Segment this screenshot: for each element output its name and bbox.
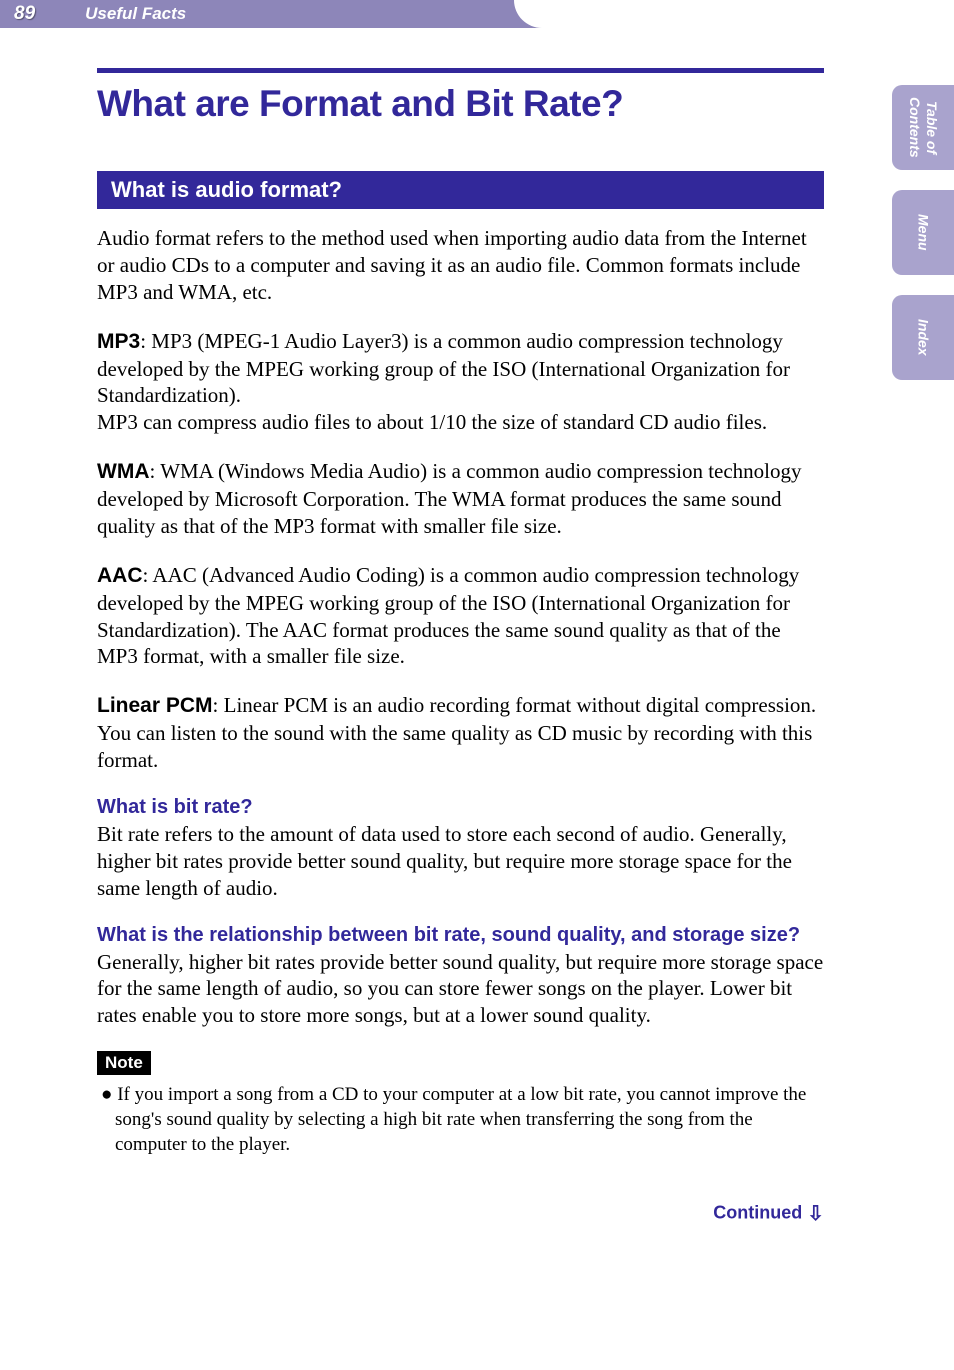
continued-indicator: Continued ⇩ [97, 1201, 824, 1226]
intro-paragraph: Audio format refers to the method used w… [97, 225, 824, 306]
tab-menu[interactable]: Menu [892, 190, 954, 275]
bitrate-heading: What is bit rate? [97, 796, 824, 819]
format-mp3: MP3: MP3 (MPEG-1 Audio Layer3) is a comm… [97, 328, 824, 437]
relationship-text: Generally, higher bit rates provide bett… [97, 949, 824, 1030]
title-rule [97, 68, 824, 73]
note-label: Note [97, 1051, 151, 1075]
header-section-title: Useful Facts [85, 4, 186, 24]
side-tabs: Table of Contents Menu Index [892, 85, 954, 380]
aac-label: AAC [97, 564, 143, 587]
wma-text: : WMA (Windows Media Audio) is a common … [97, 459, 802, 538]
bitrate-text: Bit rate refers to the amount of data us… [97, 821, 824, 902]
page-header: 89 Useful Facts [0, 0, 954, 28]
section-heading-bar: What is audio format? [97, 171, 824, 209]
tab-table-of-contents[interactable]: Table of Contents [892, 85, 954, 170]
note-body: If you import a song from a CD to your c… [115, 1084, 806, 1154]
note-text: ● If you import a song from a CD to your… [97, 1083, 824, 1157]
mp3-label: MP3 [97, 330, 140, 353]
tab-index[interactable]: Index [892, 295, 954, 380]
down-arrow-icon: ⇩ [807, 1201, 824, 1226]
page-number: 89 [0, 3, 35, 25]
relationship-heading: What is the relationship between bit rat… [97, 924, 824, 947]
note-bullet: ● [101, 1084, 112, 1105]
wma-label: WMA [97, 460, 149, 483]
format-lpcm: Linear PCM: Linear PCM is an audio recor… [97, 692, 824, 774]
format-aac: AAC: AAC (Advanced Audio Coding) is a co… [97, 562, 824, 671]
continued-label: Continued [713, 1202, 802, 1222]
lpcm-label: Linear PCM [97, 694, 213, 717]
header-curve [514, 0, 614, 28]
page-content: What are Format and Bit Rate? What is au… [0, 28, 954, 1226]
page-title: What are Format and Bit Rate? [97, 83, 824, 125]
format-wma: WMA: WMA (Windows Media Audio) is a comm… [97, 458, 824, 540]
mp3-text: : MP3 (MPEG-1 Audio Layer3) is a common … [97, 329, 790, 435]
aac-text: : AAC (Advanced Audio Coding) is a commo… [97, 563, 799, 669]
header-curve-mask [574, 0, 954, 28]
